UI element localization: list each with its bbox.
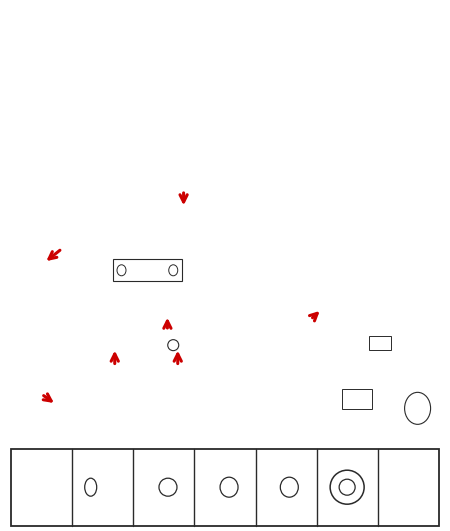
Ellipse shape [220, 477, 238, 497]
Ellipse shape [339, 479, 355, 495]
Bar [11, 449, 439, 526]
Ellipse shape [85, 478, 97, 496]
Ellipse shape [169, 265, 178, 276]
Ellipse shape [159, 478, 177, 496]
Ellipse shape [405, 392, 431, 424]
Ellipse shape [330, 470, 364, 504]
Ellipse shape [117, 265, 126, 276]
Bar [112, 259, 182, 281]
Ellipse shape [280, 477, 298, 497]
Bar [342, 389, 372, 409]
Ellipse shape [168, 340, 179, 350]
Bar [369, 337, 391, 350]
